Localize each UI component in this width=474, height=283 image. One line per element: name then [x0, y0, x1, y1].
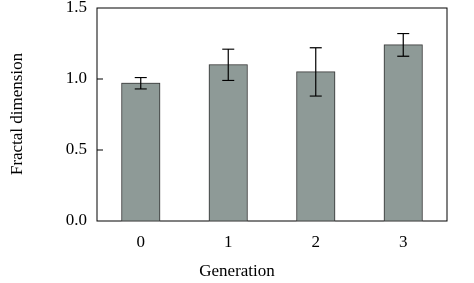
- x-axis-label: Generation: [199, 261, 275, 280]
- y-axis-label: Fractal dimension: [7, 52, 26, 175]
- x-tick-label: 2: [312, 232, 321, 251]
- y-tick-label: 0.5: [66, 139, 87, 158]
- x-tick-label: 3: [399, 232, 408, 251]
- bar: [208, 64, 248, 222]
- y-tick-label: 1.0: [66, 68, 87, 87]
- bar: [383, 44, 423, 222]
- bar: [121, 82, 161, 222]
- x-tick-label: 0: [137, 232, 146, 251]
- y-tick-label: 1.5: [66, 0, 87, 16]
- bar: [296, 71, 336, 222]
- error-bar: [309, 47, 322, 97]
- error-bar: [397, 32, 410, 57]
- y-tick-label: 0.0: [66, 210, 87, 229]
- plot-frame: [96, 7, 448, 222]
- x-tick-label: 1: [224, 232, 233, 251]
- error-bar: [222, 48, 235, 82]
- error-bar: [134, 76, 147, 90]
